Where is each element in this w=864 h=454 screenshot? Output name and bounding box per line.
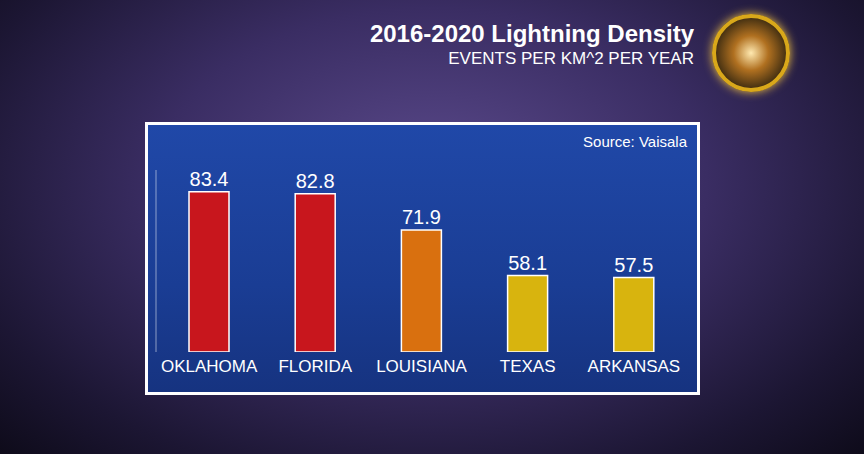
- svg-text:57.5: 57.5: [614, 254, 653, 276]
- svg-text:LOUISIANA: LOUISIANA: [376, 357, 467, 376]
- svg-text:FLORIDA: FLORIDA: [278, 357, 352, 376]
- svg-text:71.9: 71.9: [402, 206, 441, 228]
- html-text:2016-2020 Lightning Density: 2016-2020 Lightning Density: [369, 20, 694, 47]
- svg-text:83.4: 83.4: [190, 168, 229, 190]
- html-text:Source: Vaisala: Source: Vaisala: [583, 133, 687, 150]
- svg-text:82.8: 82.8: [296, 170, 335, 192]
- svg-text:TEXAS: TEXAS: [500, 357, 556, 376]
- svg-text:ARKANSAS: ARKANSAS: [588, 357, 681, 376]
- html-text:EVENTS PER KM^2 PER YEAR: EVENTS PER KM^2 PER YEAR: [448, 49, 694, 68]
- svg-text:58.1: 58.1: [508, 252, 547, 274]
- svg-text:OKLAHOMA: OKLAHOMA: [161, 357, 258, 376]
